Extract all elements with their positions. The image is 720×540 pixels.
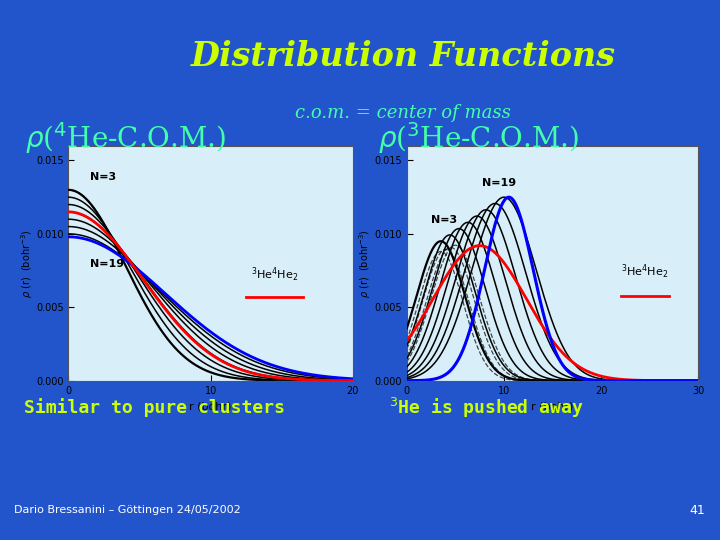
Text: $^3$He is pushed away: $^3$He is pushed away bbox=[389, 396, 583, 420]
Text: $^3$He$^4$He$_2$: $^3$He$^4$He$_2$ bbox=[251, 266, 298, 284]
Text: Distribution Functions: Distribution Functions bbox=[191, 40, 616, 73]
Text: Similar to pure clusters: Similar to pure clusters bbox=[24, 398, 285, 417]
Text: N=19: N=19 bbox=[482, 178, 516, 188]
Y-axis label: $\rho$ (r)  (bohr$^{-3}$): $\rho$ (r) (bohr$^{-3}$) bbox=[357, 229, 373, 298]
Text: c.o.m. = center of mass: c.o.m. = center of mass bbox=[295, 104, 511, 123]
Text: 41: 41 bbox=[690, 504, 706, 517]
X-axis label: r (bohr): r (bohr) bbox=[189, 401, 232, 411]
Y-axis label: $\rho$ (r)  (bohr$^{-3}$): $\rho$ (r) (bohr$^{-3}$) bbox=[19, 229, 35, 298]
Text: $\rho$($^3$He-C.O.M.): $\rho$($^3$He-C.O.M.) bbox=[378, 120, 580, 156]
Text: N=3: N=3 bbox=[90, 172, 116, 182]
Text: Dario Bressanini – Göttingen 24/05/2002: Dario Bressanini – Göttingen 24/05/2002 bbox=[14, 505, 241, 515]
Text: N=3: N=3 bbox=[431, 215, 457, 225]
Text: N=19: N=19 bbox=[90, 259, 124, 269]
Text: $\rho$($^4$He-C.O.M.): $\rho$($^4$He-C.O.M.) bbox=[25, 120, 227, 156]
Text: $^3$He$^4$He$_2$: $^3$He$^4$He$_2$ bbox=[621, 263, 669, 281]
X-axis label: r (bohr): r (bohr) bbox=[531, 401, 574, 411]
